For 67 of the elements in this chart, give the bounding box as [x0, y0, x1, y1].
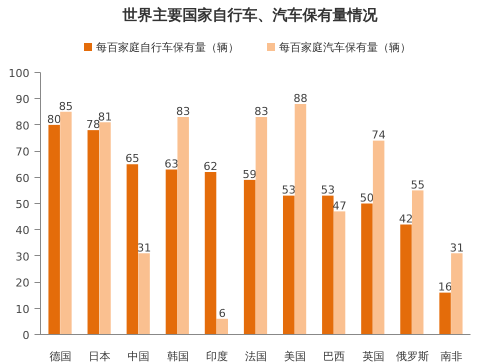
- y-tick-label: 90: [16, 93, 30, 106]
- data-label: 83: [176, 105, 190, 118]
- data-label: 63: [164, 157, 178, 170]
- bar: [451, 253, 463, 334]
- y-tick-label: 50: [16, 198, 30, 211]
- data-label: 53: [282, 184, 296, 197]
- y-tick-label: 100: [8, 67, 30, 80]
- bar: [244, 180, 256, 334]
- data-label: 62: [204, 160, 218, 174]
- bar: [88, 130, 100, 334]
- bar: [99, 122, 111, 334]
- data-label: 80: [47, 112, 62, 126]
- x-tick-label: 美国: [283, 349, 308, 362]
- legend-label: 每百家庭自行车保有量（辆）: [95, 41, 239, 54]
- data-label: 83: [254, 105, 268, 118]
- bar: [294, 104, 306, 334]
- x-tick-label: 英国: [362, 350, 384, 362]
- data-label: 65: [125, 152, 140, 166]
- y-tick-label: 80: [16, 119, 30, 132]
- legend-label: 每百家庭汽车保有量（辆）: [278, 41, 411, 54]
- data-label: 42: [399, 212, 413, 226]
- bar: [216, 318, 228, 334]
- y-tick-label: 60: [16, 172, 30, 185]
- bar: [177, 117, 189, 334]
- x-tick-label: 中国: [126, 349, 151, 362]
- x-tick-label: 印度: [204, 349, 229, 362]
- bar: [126, 164, 138, 334]
- x-tick-label: 德国: [48, 349, 72, 362]
- data-label: 6: [218, 306, 226, 320]
- bar: [256, 117, 268, 334]
- data-label: 31: [450, 241, 464, 254]
- x-tick-label: 法国: [244, 349, 268, 362]
- data-label: 50: [360, 192, 374, 204]
- bar: [361, 204, 373, 334]
- data-label: 16: [438, 280, 452, 294]
- y-tick-label: 0: [22, 329, 30, 342]
- bar: [60, 112, 72, 334]
- y-tick-label: 10: [16, 302, 30, 316]
- x-tick-label: 南非: [440, 350, 462, 362]
- bar: [48, 124, 60, 334]
- x-tick-label: 巴西: [322, 349, 346, 362]
- data-label: 88: [293, 92, 308, 105]
- bar: [322, 196, 334, 334]
- x-tick-label: 俄罗斯: [394, 349, 430, 362]
- y-tick-label: 30: [16, 250, 30, 264]
- data-label: 59: [242, 168, 257, 181]
- data-label: 53: [320, 184, 335, 197]
- data-label: 74: [372, 128, 386, 142]
- bar: [400, 224, 412, 334]
- chart-title: 世界主要国家自行车、汽车保有量情况: [122, 5, 378, 26]
- data-label: 31: [137, 241, 152, 254]
- bar: [138, 253, 150, 334]
- data-label: 81: [98, 110, 112, 124]
- bar: [282, 196, 294, 334]
- bar: [439, 292, 451, 334]
- bar: [204, 172, 216, 334]
- data-label: 55: [410, 178, 425, 192]
- bar: [412, 190, 424, 334]
- y-tick-label: 20: [16, 276, 30, 290]
- x-tick-label: 日本: [88, 349, 112, 362]
- y-tick-label: 40: [16, 224, 30, 238]
- data-label: 85: [58, 100, 73, 113]
- bar: [166, 169, 178, 334]
- x-tick-label: 韩国: [166, 349, 190, 362]
- bar: [372, 140, 384, 334]
- bar: [334, 211, 346, 334]
- y-tick-label: 70: [16, 146, 30, 159]
